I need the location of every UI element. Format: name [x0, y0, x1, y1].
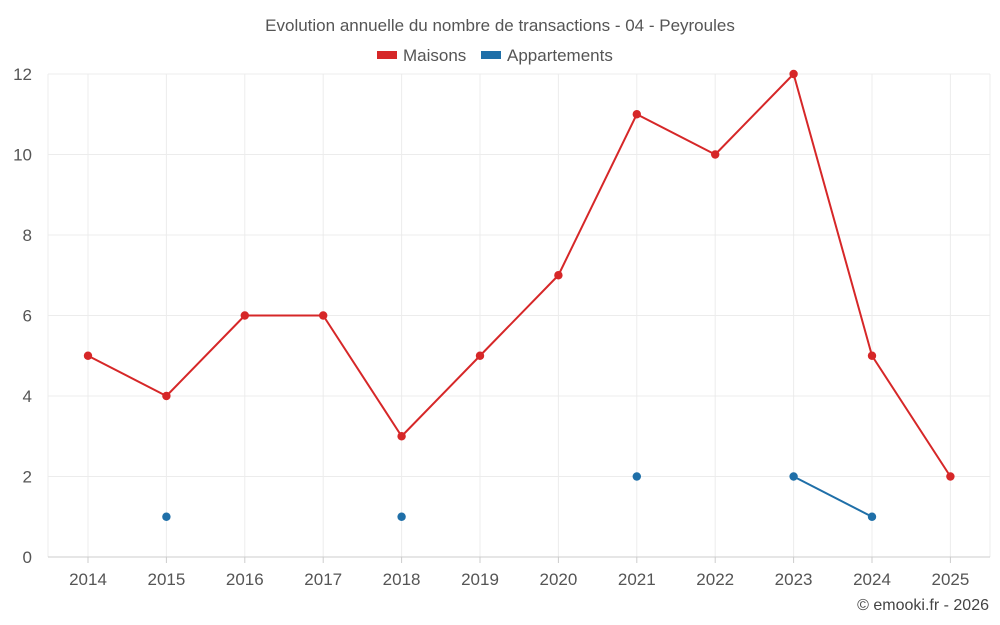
data-point-maisons-2021[interactable] [632, 110, 641, 119]
legend: Maisons Appartements [377, 46, 613, 65]
x-tick-label: 2014 [69, 570, 107, 589]
data-point-maisons-2022[interactable] [711, 150, 720, 159]
data-point-maisons-2017[interactable] [319, 311, 328, 320]
y-tick-label: 8 [23, 226, 32, 245]
data-point-maisons-2024[interactable] [867, 351, 877, 360]
data-point-appartements-2024[interactable] [867, 512, 877, 521]
y-tick-label: 10 [13, 146, 32, 165]
x-axis-ticks: 2014 2015 2016 2017 2018 2019 2020 2021 2022 2023… [69, 557, 969, 589]
series-maisons [83, 69, 955, 481]
x-tick-label: 2025 [931, 570, 969, 589]
data-point-maisons-2020[interactable] [554, 271, 563, 280]
y-tick-label: 12 [13, 65, 32, 84]
y-axis-ticks: 0 2 4 6 8 10 12 [13, 65, 32, 567]
chart-title: Evolution annuelle du nombre de transact… [265, 16, 735, 35]
x-tick-label: 2015 [147, 570, 185, 589]
legend-label-maisons[interactable]: Maisons [403, 46, 466, 65]
grid [47, 73, 991, 557]
x-tick-label: 2020 [539, 570, 577, 589]
legend-swatch-appartements[interactable] [481, 51, 501, 59]
data-point-appartements-2021[interactable] [632, 472, 641, 481]
data-point-maisons-2014[interactable] [83, 351, 93, 360]
x-tick-label: 2016 [226, 570, 264, 589]
x-tick-label: 2018 [383, 570, 421, 589]
y-tick-label: 0 [23, 548, 32, 567]
legend-label-appartements[interactable]: Appartements [507, 46, 613, 65]
data-point-appartements-2023[interactable] [789, 472, 798, 481]
data-point-appartements-2015[interactable] [162, 512, 171, 521]
data-point-maisons-2015[interactable] [162, 391, 171, 401]
x-tick-label: 2021 [618, 570, 656, 589]
x-tick-label: 2024 [853, 570, 891, 589]
series-line-maisons [87, 73, 952, 478]
x-tick-label: 2017 [304, 570, 342, 589]
series-layer [83, 69, 955, 521]
x-tick-label: 2023 [775, 570, 813, 589]
x-tick-label: 2022 [696, 570, 734, 589]
series-line-appartements [793, 475, 873, 518]
series-appartements [162, 472, 877, 521]
y-tick-label: 4 [23, 387, 32, 406]
x-tick-label: 2019 [461, 570, 499, 589]
data-point-appartements-2018[interactable] [397, 512, 406, 521]
y-tick-label: 2 [23, 468, 32, 487]
data-point-maisons-2025[interactable] [946, 472, 955, 481]
data-point-maisons-2018[interactable] [397, 432, 406, 441]
data-point-maisons-2023[interactable] [789, 69, 798, 79]
credit-text: © emooki.fr - 2026 [857, 597, 989, 614]
legend-swatch-maisons[interactable] [377, 51, 397, 59]
data-point-maisons-2019[interactable] [475, 351, 485, 360]
data-point-maisons-2016[interactable] [240, 311, 249, 320]
y-tick-label: 6 [23, 307, 32, 326]
